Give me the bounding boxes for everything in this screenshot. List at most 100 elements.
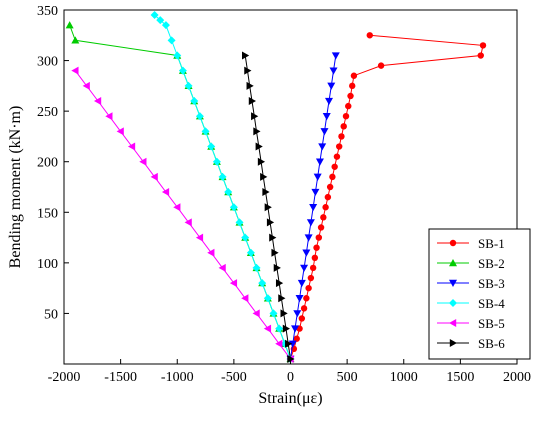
data-point [93,97,102,106]
data-point [207,248,215,257]
data-point [300,264,309,272]
data-point [139,157,147,166]
data-point [306,219,315,227]
data-point [311,188,320,197]
data-point [329,173,336,181]
data-point [300,305,308,312]
data-point [275,279,284,288]
data-point [295,295,304,303]
series-SB-6 [242,51,295,363]
data-point [190,97,199,106]
data-point [342,113,350,120]
data-point [242,51,250,60]
data-point [263,294,272,303]
data-point [241,294,249,303]
data-point [288,340,297,348]
data-point [218,172,227,181]
x-tick-label: -1500 [104,370,137,385]
data-point [320,214,327,221]
data-point [150,172,158,181]
data-point [449,339,457,347]
series-line [154,14,291,360]
data-point [331,52,340,60]
data-point [275,339,283,348]
legend-entry: SB-1 [437,236,505,251]
legend-entry: SB-2 [437,256,505,271]
data-point [347,92,354,100]
data-point [212,157,221,166]
data-point [302,249,311,257]
data-point [252,263,261,272]
legend-entry: SB-3 [437,276,505,291]
data-point [449,279,457,287]
data-point [293,335,300,342]
series-SB-4 [150,11,295,363]
data-point [161,21,170,30]
data-point [257,157,266,166]
data-point [305,284,312,292]
data-point [241,233,250,242]
data-point [280,309,288,318]
data-point [167,36,176,45]
data-point [449,239,457,247]
x-tick-label: 1000 [390,370,418,385]
data-point [252,309,260,318]
data-point [195,112,204,121]
data-point [271,248,279,257]
axis-ticks: -2000 -1500 -1000 -500 0 500 1000 1500 2000 50 100… [37,4,531,385]
y-tick-label: 300 [37,55,58,70]
data-point [340,123,347,130]
data-point [315,234,323,241]
data-point [309,264,317,272]
data-point [218,263,226,272]
data-point [235,218,244,227]
y-tick-label: 100 [37,257,58,272]
data-point [479,42,487,49]
data-point [224,188,233,197]
series-SB-2 [65,21,295,363]
legend-label: SB-6 [478,336,505,351]
data-point [335,143,343,150]
data-point [313,244,320,251]
data-point [325,97,334,106]
data-point [253,127,261,136]
data-point [201,127,210,136]
data-point [326,183,334,191]
data-point [195,233,204,242]
data-point [173,203,181,212]
data-point [184,218,192,227]
y-tick-label: 350 [37,4,58,19]
data-point [377,62,385,69]
data-point [246,81,254,90]
series-SB-5 [71,66,294,363]
data-point [322,204,329,211]
y-tick-label: 50 [44,307,58,322]
data-point [449,259,457,267]
data-point [71,66,79,75]
data-point [297,279,306,288]
data-point [229,279,238,288]
data-point [333,153,341,160]
data-point [244,66,252,75]
legend-label: SB-2 [478,256,505,271]
x-tick-label: -2000 [48,370,81,385]
data-point [264,203,272,212]
data-point [331,163,338,170]
data-point [318,143,327,151]
legend-label: SB-5 [478,316,505,331]
data-point [324,193,332,201]
data-point [477,52,484,59]
data-point [229,203,238,212]
x-tick-label: 1500 [446,370,474,385]
data-point [320,128,329,136]
data-point [366,32,373,39]
data-point [287,354,295,363]
data-point [248,97,256,106]
data-point [116,127,124,136]
data-point [269,233,277,242]
y-tick-label: 250 [37,105,58,120]
data-point [178,66,187,75]
data-point [285,339,293,348]
data-point [449,319,457,327]
y-tick-label: 200 [37,156,58,171]
